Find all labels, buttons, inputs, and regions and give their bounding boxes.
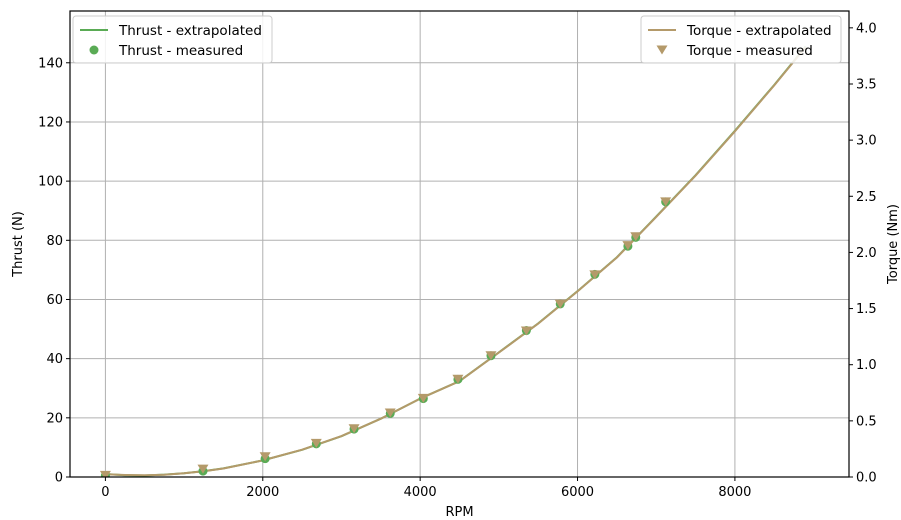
legend-thrust-extrapolated-label: Thrust - extrapolated: [118, 23, 262, 39]
torque-measured-point: [520, 326, 532, 336]
y-tick-label-right: 3.5: [856, 77, 877, 92]
plot-background: [70, 11, 849, 477]
torque-measured-point: [485, 351, 497, 361]
legend-torque: Torque - extrapolated Torque - measured: [640, 15, 842, 64]
torque-measured-point: [348, 424, 360, 434]
y-tick-label-right: 4.0: [856, 21, 877, 36]
legend-thrust-frame: [72, 15, 273, 64]
x-tick-label: 8000: [718, 485, 751, 500]
ticks: 0 2000 4000 6000 8000 0 20 40 60 80 100 120 140 0.0 0.…: [38, 21, 877, 500]
torque-measured-point: [310, 438, 322, 448]
y-tick-label-left: 80: [46, 234, 63, 249]
torque-measured-point: [554, 299, 566, 309]
torque-measured-point: [259, 452, 271, 462]
legend-torque-extrapolated-label: Torque - extrapolated: [686, 23, 832, 39]
plot-frame: [69, 10, 850, 478]
y-axis-label-left: Thrust (N): [11, 211, 26, 278]
x-axis-label: RPM: [445, 505, 473, 520]
x-tick-label: 6000: [561, 485, 594, 500]
legend-thrust: Thrust - extrapolated Thrust - measured: [72, 15, 273, 64]
y-tick-label-right: 1.0: [856, 358, 877, 373]
torque-extrapolated-line: [105, 46, 807, 477]
y-tick-label-left: 140: [38, 56, 63, 71]
torque-measured-point: [452, 374, 464, 384]
y-tick-label-left: 120: [38, 115, 63, 130]
x-tick-label: 2000: [246, 485, 279, 500]
y-tick-label-right: 3.0: [856, 134, 877, 149]
y-tick-label-left: 0: [55, 471, 63, 486]
torque-measured-point: [417, 393, 429, 403]
y-tick-label-left: 40: [46, 352, 63, 367]
legend-thrust-measured-label: Thrust - measured: [118, 43, 243, 59]
y-tick-label-right: 2.5: [856, 190, 877, 205]
legend-torque-measured-label: Torque - measured: [686, 43, 813, 59]
x-tick-label: 0: [101, 485, 109, 500]
torque-measured-point: [622, 241, 634, 251]
torque-measured-point: [589, 270, 601, 280]
y-axis-label-right: Torque (Nm): [886, 204, 901, 285]
torque-measured-point: [197, 464, 209, 474]
legend-thrust-marker-swatch: [89, 45, 99, 55]
torque-measured-point: [384, 408, 396, 418]
x-tick-label: 4000: [404, 485, 437, 500]
y-tick-label-right: 0.0: [856, 471, 877, 486]
y-tick-label-right: 1.5: [856, 302, 877, 317]
torque-measured-point: [630, 232, 642, 242]
y-tick-label-left: 100: [38, 175, 63, 190]
series-layer: [99, 45, 807, 477]
y-tick-label-right: 2.0: [856, 246, 877, 261]
legend-torque-frame: [640, 15, 842, 64]
y-tick-label-right: 0.5: [856, 414, 877, 429]
y-tick-label-left: 60: [46, 293, 63, 308]
torque-measured-point: [660, 197, 672, 207]
torque-measured-point: [99, 470, 111, 477]
y-tick-label-left: 20: [46, 411, 63, 426]
legend-torque-marker-swatch: [656, 45, 668, 55]
